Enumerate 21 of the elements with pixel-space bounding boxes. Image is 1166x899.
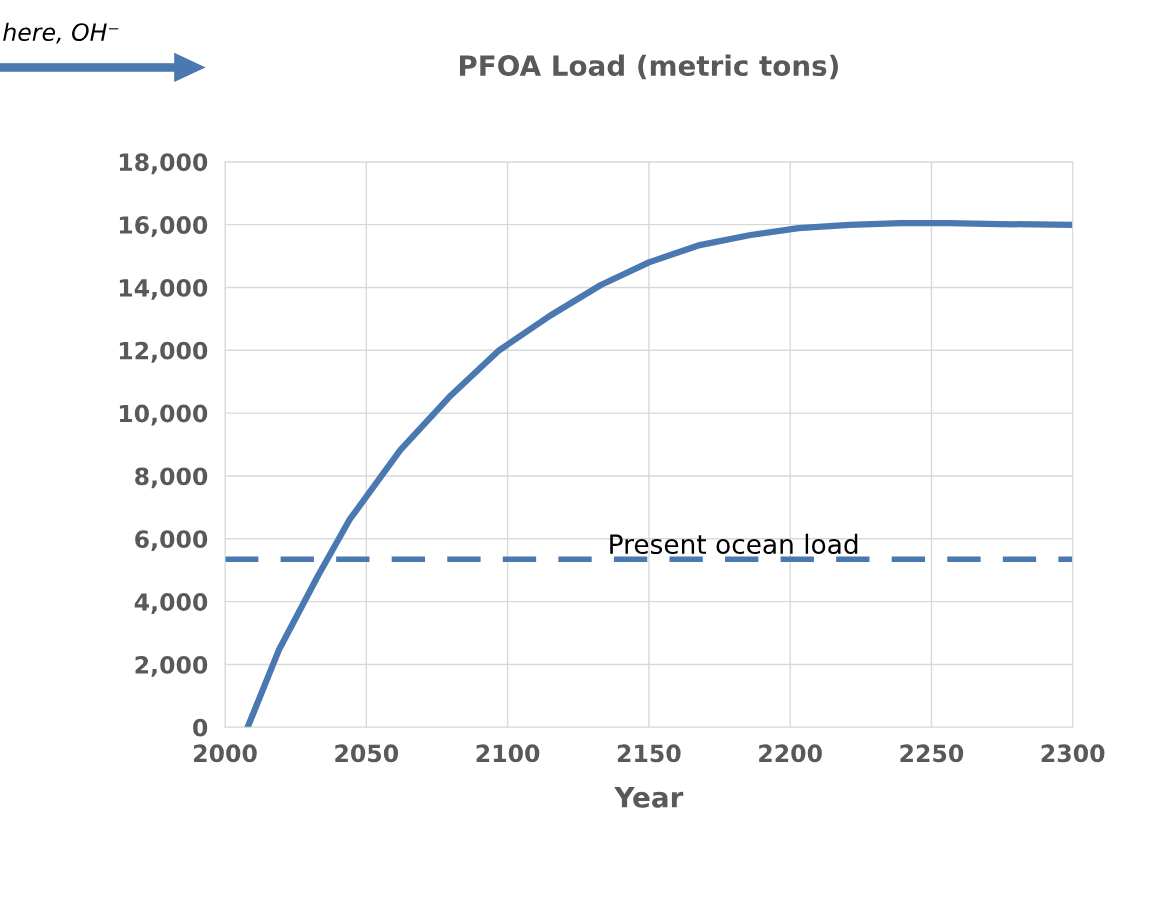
y-tick-label: 4,000 — [134, 593, 208, 614]
x-tick-label: 2000 — [194, 744, 257, 763]
y-tick-label: 10,000 — [119, 404, 208, 426]
y-tick-label: 6,000 — [135, 530, 208, 552]
y-tick-label: 18,000 — [119, 153, 208, 175]
x-tick-label: 2300 — [1041, 744, 1105, 763]
ref-line-label: Present ocean load — [610, 533, 858, 555]
x-tick-label: 2150 — [617, 744, 681, 763]
y-tick-label: 8,000 — [135, 467, 208, 489]
y-tick-label: 0 — [193, 718, 208, 737]
y-tick-label: 14,000 — [119, 278, 208, 300]
text: here, OH⁻ — [3, 22, 119, 44]
y-tick-label: 16,000 — [119, 216, 208, 237]
x-tick-label: 2200 — [759, 744, 822, 763]
chart-title: PFOA Load (metric tons) — [459, 54, 838, 80]
y-tick-label: 12,000 — [119, 341, 208, 363]
x-axis-title: Year — [614, 787, 684, 808]
y-tick-label: 2,000 — [135, 655, 208, 677]
x-tick-label: 2250 — [900, 744, 964, 763]
x-tick-label: 2100 — [476, 744, 540, 763]
x-tick-label: 2050 — [335, 744, 399, 763]
